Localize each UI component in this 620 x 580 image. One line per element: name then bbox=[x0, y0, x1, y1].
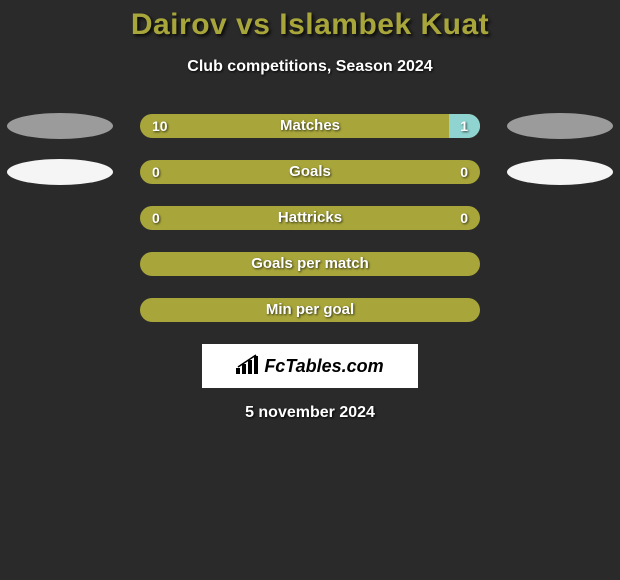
stat-row: Matches10 1 bbox=[0, 114, 620, 138]
stat-value-right: 1 bbox=[460, 114, 468, 138]
stat-label: Min per goal bbox=[140, 298, 480, 322]
subtitle: Club competitions, Season 2024 bbox=[0, 58, 620, 76]
stat-bar: Min per goal bbox=[140, 298, 480, 322]
stat-label: Goals bbox=[140, 160, 480, 184]
stat-row: Min per goal bbox=[0, 298, 620, 322]
stat-label: Hattricks bbox=[140, 206, 480, 230]
stat-bar: Goals0 0 bbox=[140, 160, 480, 184]
logo-text: FcTables.com bbox=[264, 356, 383, 377]
stat-label: Goals per match bbox=[140, 252, 480, 276]
stat-row: Hattricks0 0 bbox=[0, 206, 620, 230]
right-ellipse bbox=[507, 159, 613, 185]
stat-label: Matches bbox=[140, 114, 480, 138]
stat-value-right: 0 bbox=[460, 206, 468, 230]
stats-area: Matches101Goals00Hattricks00Goals per ma… bbox=[0, 114, 620, 322]
stat-bar: Goals per match bbox=[140, 252, 480, 276]
page-title: Dairov vs Islambek Kuat bbox=[0, 8, 620, 42]
logo-box: FcTables.com bbox=[202, 344, 418, 388]
comparison-infographic: Dairov vs Islambek Kuat Club competition… bbox=[0, 0, 620, 422]
left-ellipse bbox=[7, 159, 113, 185]
stat-bar: Matches10 1 bbox=[140, 114, 480, 138]
stat-value-left: 0 bbox=[152, 160, 160, 184]
stat-bar: Hattricks0 0 bbox=[140, 206, 480, 230]
right-ellipse bbox=[507, 113, 613, 139]
logo: FcTables.com bbox=[236, 354, 383, 379]
date-line: 5 november 2024 bbox=[0, 404, 620, 422]
barchart-icon bbox=[236, 354, 262, 379]
stat-row: Goals0 0 bbox=[0, 160, 620, 184]
stat-value-left: 10 bbox=[152, 114, 168, 138]
stat-value-left: 0 bbox=[152, 206, 160, 230]
stat-value-right: 0 bbox=[460, 160, 468, 184]
left-ellipse bbox=[7, 113, 113, 139]
stat-row: Goals per match bbox=[0, 252, 620, 276]
